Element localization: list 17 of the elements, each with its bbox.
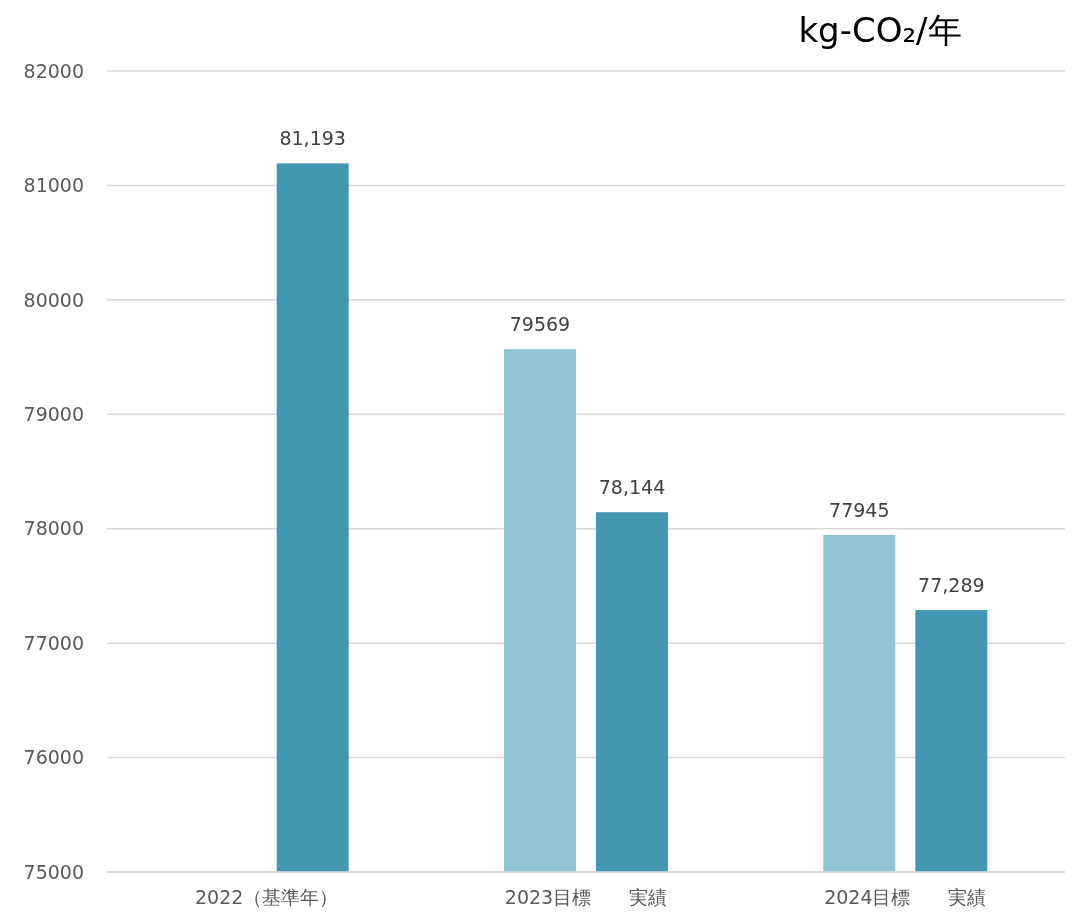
data-label: 79569 <box>509 313 571 336</box>
y-axis-title: kg-CO₂/年 <box>798 10 962 50</box>
y-tick-label: 81000 <box>23 174 84 197</box>
x-tick-label: 2022（基準年） <box>194 886 339 908</box>
y-tick-label: 76000 <box>23 746 84 769</box>
data-label: 77945 <box>829 499 890 522</box>
y-tick-label: 80000 <box>23 288 84 311</box>
x-tick-label: 2023目標 実績 <box>504 886 668 908</box>
y-tick-label: 77000 <box>23 631 84 654</box>
y-tick-label: 79000 <box>23 402 84 425</box>
x-tick-label: 2024目標 実績 <box>824 886 987 908</box>
y-tick-label: 82000 <box>23 59 84 82</box>
data-label: 81,193 <box>279 127 346 150</box>
y-tick-label: 78000 <box>23 517 84 540</box>
data-label: 78,144 <box>598 476 666 499</box>
data-label: 77,289 <box>918 574 985 597</box>
y-tick-label: 75000 <box>23 860 84 883</box>
